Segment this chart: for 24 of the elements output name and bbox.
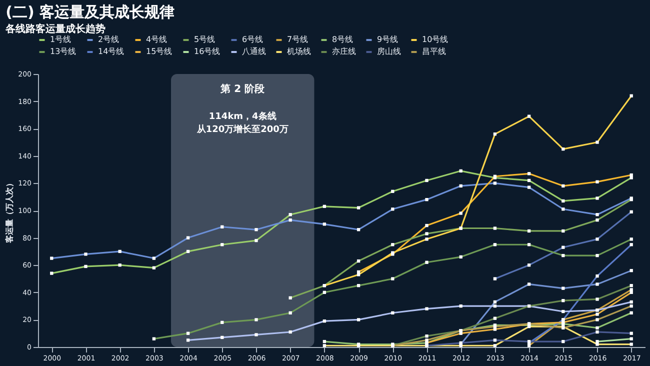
- legend-label: 8号线: [332, 35, 354, 44]
- annotation: 114km，4条线: [208, 111, 276, 122]
- legend-label: 16号线: [194, 47, 220, 56]
- legend-label: 10号线: [422, 35, 448, 44]
- legend-label: 昌平线: [422, 47, 446, 56]
- legend-label: 5号线: [194, 35, 216, 44]
- chart-title: (二) 客运量及其成长规律: [6, 3, 175, 21]
- annotation: 从120万增长至200万: [196, 124, 288, 135]
- y-axis-title: 客运量（万人次）: [4, 179, 14, 244]
- legend-label: 1号线: [50, 35, 72, 44]
- legend-label: 13号线: [50, 47, 76, 56]
- legend-label: 4号线: [146, 35, 168, 44]
- legend-label: 7号线: [287, 35, 308, 44]
- legend-label: 亦庄线: [332, 47, 356, 56]
- legend-label: 9号线: [377, 35, 398, 44]
- band-label: 第 2 阶段: [220, 83, 266, 95]
- legend-label: 14号线: [98, 47, 124, 56]
- legend-label: 6号线: [242, 35, 264, 44]
- legend-label: 机场线: [287, 47, 311, 56]
- legend-label: 八通线: [242, 47, 266, 56]
- chart-subtitle: 各线路客运量成长趋势: [4, 23, 106, 35]
- legend-label: 15号线: [146, 47, 172, 56]
- legend-label: 2号线: [98, 35, 120, 44]
- legend-label: 房山线: [377, 47, 401, 56]
